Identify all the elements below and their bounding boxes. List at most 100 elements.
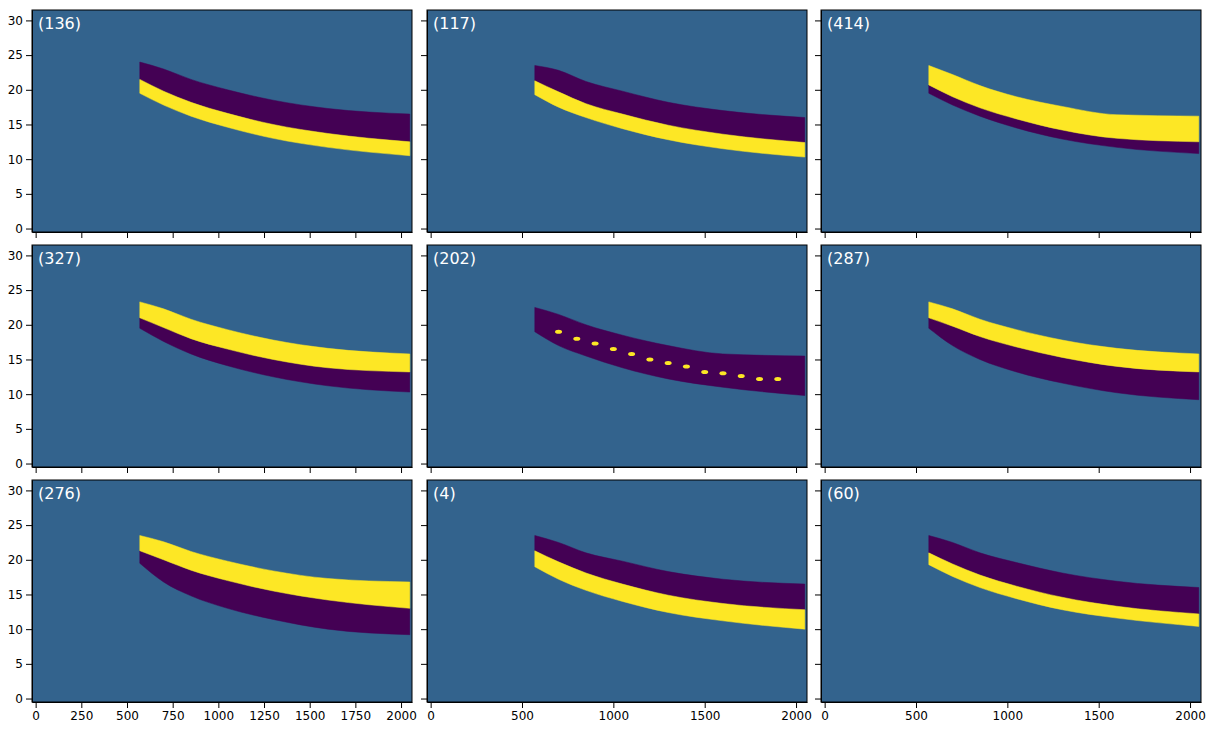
tick xyxy=(355,467,356,473)
tick xyxy=(421,159,427,160)
tick-mark xyxy=(613,702,614,708)
tick-mark xyxy=(815,255,821,256)
tick xyxy=(421,194,427,195)
band xyxy=(929,553,1199,627)
tick xyxy=(173,467,174,473)
tick-mark xyxy=(815,490,821,491)
tick-mark xyxy=(421,429,427,430)
tick-mark xyxy=(218,232,219,238)
tick xyxy=(1190,232,1191,238)
panel-title: (4) xyxy=(433,484,456,503)
tick: 25 xyxy=(8,48,32,62)
tick-label: 0 xyxy=(821,709,829,723)
plot-area xyxy=(929,536,1199,627)
tick-label: 25 xyxy=(8,283,23,297)
tick-mark xyxy=(26,464,32,465)
dot xyxy=(719,371,726,375)
dot xyxy=(555,330,562,334)
tick: 20 xyxy=(8,553,32,567)
tick xyxy=(218,232,219,238)
x-axis xyxy=(822,232,1202,238)
dot xyxy=(628,352,635,356)
tick xyxy=(127,467,128,473)
tick-mark xyxy=(815,20,821,21)
tick-mark xyxy=(815,525,821,526)
tick-label: 20 xyxy=(8,318,23,332)
tick: 20 xyxy=(8,318,32,332)
tick xyxy=(815,699,821,700)
tick-mark xyxy=(264,467,265,473)
tick-mark xyxy=(218,702,219,708)
tick-mark xyxy=(36,467,37,473)
panel: 0250500750100012501500175020000510152025… xyxy=(8,480,417,723)
tick: 500 xyxy=(116,702,139,723)
tick xyxy=(916,467,917,473)
tick-mark xyxy=(264,232,265,238)
plot-area xyxy=(535,536,805,630)
tick-mark xyxy=(916,232,917,238)
tick-label: 1000 xyxy=(993,709,1024,723)
plot-background xyxy=(32,245,412,467)
tick-mark xyxy=(815,55,821,56)
panel-title: (287) xyxy=(827,249,870,268)
tick-mark xyxy=(421,255,427,256)
tick-mark xyxy=(421,325,427,326)
tick: 30 xyxy=(8,249,32,263)
tick-label: 25 xyxy=(8,518,23,532)
tick xyxy=(421,464,427,465)
tick-mark xyxy=(815,664,821,665)
tick-label: 1500 xyxy=(295,709,326,723)
tick-label: 25 xyxy=(8,48,23,62)
tick: 1500 xyxy=(1084,702,1115,723)
tick xyxy=(218,467,219,473)
tick: 1000 xyxy=(993,702,1024,723)
dot xyxy=(738,374,745,378)
tick xyxy=(1099,467,1100,473)
tick-label: 20 xyxy=(8,553,23,567)
tick xyxy=(421,255,427,256)
tick-label: 250 xyxy=(70,709,93,723)
tick: 0 xyxy=(15,222,32,236)
tick-mark xyxy=(36,232,37,238)
tick xyxy=(796,232,797,238)
tick-mark xyxy=(173,702,174,708)
tick-mark xyxy=(127,467,128,473)
tick xyxy=(815,124,821,125)
tick-label: 0 xyxy=(427,709,435,723)
tick-mark xyxy=(421,490,427,491)
panel-title: (276) xyxy=(38,484,81,503)
tick-mark xyxy=(522,467,523,473)
tick: 5 xyxy=(15,422,32,436)
plot-background xyxy=(427,245,807,467)
tick-label: 1500 xyxy=(1084,709,1115,723)
tick xyxy=(421,490,427,491)
tick-mark xyxy=(1099,467,1100,473)
tick xyxy=(815,229,821,230)
tick: 0 xyxy=(32,702,40,723)
tick xyxy=(815,290,821,291)
tick xyxy=(401,232,402,238)
tick xyxy=(815,20,821,21)
tick-mark xyxy=(26,20,32,21)
tick: 750 xyxy=(162,702,185,723)
tick-label: 30 xyxy=(8,484,23,498)
tick xyxy=(815,359,821,360)
plot-area xyxy=(929,302,1199,400)
tick-mark xyxy=(26,429,32,430)
tick: 1000 xyxy=(599,702,630,723)
frame xyxy=(427,245,807,467)
dot xyxy=(774,377,781,381)
plot-background xyxy=(821,10,1201,232)
tick: 15 xyxy=(8,353,32,367)
tick-label: 2000 xyxy=(386,709,417,723)
tick: 15 xyxy=(8,118,32,132)
panel: (117) xyxy=(421,10,808,238)
plot-background xyxy=(821,480,1201,702)
tick-mark xyxy=(815,229,821,230)
tick-mark xyxy=(421,464,427,465)
tick: 0 xyxy=(821,702,829,723)
band xyxy=(140,302,410,372)
tick-mark xyxy=(421,560,427,561)
plot-area xyxy=(535,307,805,395)
tick-mark xyxy=(26,290,32,291)
